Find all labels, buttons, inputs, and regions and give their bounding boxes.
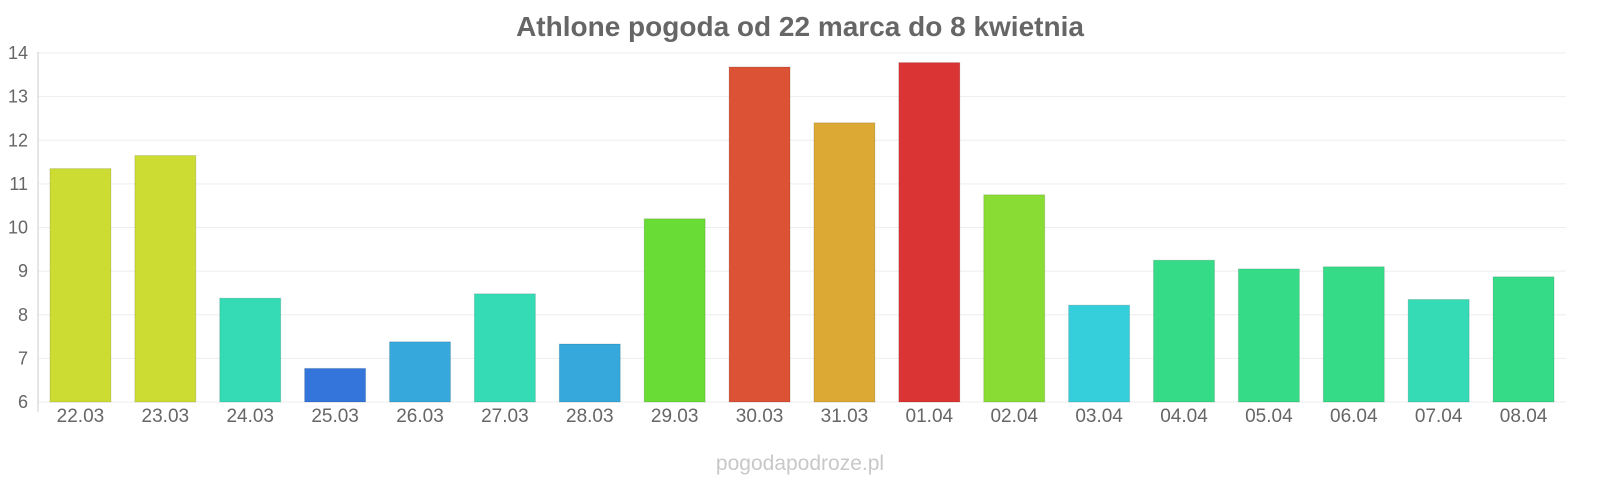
x-tick-label: 30.03 [736,406,784,427]
x-tick-label: 28.03 [566,406,614,427]
bar-24.03 [219,297,282,403]
y-tick-label: 12 [8,130,28,150]
bar-22.03 [49,168,112,403]
bar-23.03 [134,155,197,403]
y-tick-label: 13 [8,87,28,107]
x-tick-label: 26.03 [396,406,444,427]
watermark: pogodapodroze.pl [716,452,884,475]
bars [49,62,1555,403]
x-tick-label: 23.03 [142,406,190,427]
y-tick-label: 8 [18,305,28,325]
bar-06.04 [1322,266,1385,403]
x-tick-label: 07.04 [1415,406,1463,427]
bar-31.03 [813,122,876,403]
bar-03.04 [1068,304,1131,403]
y-tick-label: 14 [8,43,28,63]
x-tick-label: 06.04 [1330,406,1378,427]
x-axis-ticks: 22.03 23.03 24.03 25.03 26.03 27.03 28.03 29.03… [57,406,1548,427]
x-tick-label: 01.04 [906,406,954,427]
x-tick-label: 24.03 [226,406,274,427]
x-tick-label: 08.04 [1500,406,1548,427]
y-tick-label: 11 [9,174,28,194]
x-tick-label: 04.04 [1160,406,1208,427]
bar-02.04 [983,194,1046,403]
bar-04.04 [1153,259,1215,403]
x-tick-label: 29.03 [651,406,699,427]
bar-26.03 [389,341,451,403]
bar-05.04 [1237,268,1300,403]
x-tick-label: 31.03 [821,406,869,427]
chart-title: Athlone pogoda od 22 marca do 8 kwietnia [516,11,1084,42]
y-axis-ticks: 6 7 8 9 10 11 12 13 14 [8,43,28,412]
x-tick-label: 25.03 [311,406,359,427]
gridlines [38,52,1566,403]
y-tick-label: 9 [18,261,28,281]
x-tick-label: 27.03 [481,406,529,427]
bar-01.04 [898,62,961,403]
bar-25.03 [304,367,367,403]
x-tick-label: 05.04 [1245,406,1293,427]
bar-07.04 [1407,298,1470,403]
bar-29.03 [643,218,706,403]
bar-30.03 [728,66,791,403]
y-tick-label: 10 [8,218,28,238]
x-tick-label: 22.03 [57,406,105,427]
x-tick-label: 03.04 [1075,406,1123,427]
x-tick-label: 02.04 [990,406,1038,427]
bar-27.03 [473,293,536,403]
y-tick-label: 6 [18,392,28,412]
y-tick-label: 7 [18,348,28,368]
bar-08.04 [1492,276,1555,403]
bar-28.03 [558,343,621,403]
